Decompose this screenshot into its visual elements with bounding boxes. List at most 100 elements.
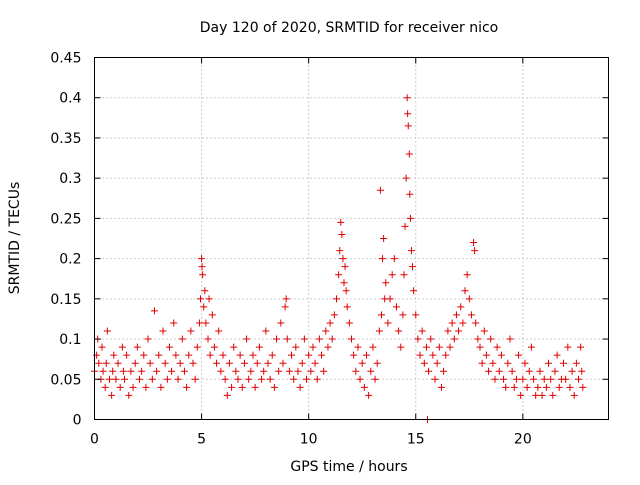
data-point	[300, 335, 308, 343]
data-point	[527, 343, 535, 351]
data-point	[123, 351, 131, 359]
data-point	[335, 271, 343, 279]
data-point	[446, 343, 454, 351]
y-tick-label: 0.05	[50, 372, 81, 388]
y-tick-label: 0.1	[59, 332, 81, 348]
data-point	[245, 375, 253, 383]
data-point	[570, 391, 578, 399]
y-tick-label: 0.3	[59, 171, 81, 187]
data-point	[336, 247, 344, 255]
data-point	[399, 311, 407, 319]
data-point	[127, 367, 135, 375]
y-tick-label: 0.45	[50, 51, 81, 67]
data-point	[180, 367, 188, 375]
data-point	[400, 271, 408, 279]
data-point	[264, 359, 272, 367]
data-point	[108, 391, 116, 399]
y-axis-label: SRMTID / TECUs	[7, 182, 23, 295]
plot-frame	[94, 57, 609, 420]
data-point	[352, 367, 360, 375]
data-point	[340, 279, 348, 287]
data-point	[328, 335, 336, 343]
data-point	[103, 327, 111, 335]
data-point	[337, 218, 345, 226]
data-point	[303, 375, 311, 383]
x-tick-label: 5	[197, 432, 206, 448]
data-point	[467, 311, 475, 319]
data-point	[577, 343, 585, 351]
data-point	[277, 319, 285, 327]
data-point	[135, 375, 143, 383]
data-point	[281, 303, 289, 311]
data-point	[390, 255, 398, 263]
data-point	[348, 335, 355, 343]
data-point	[288, 351, 296, 359]
data-point	[232, 367, 240, 375]
y-tick-label: 0.2	[59, 252, 81, 268]
data-point	[572, 359, 580, 367]
data-point	[416, 351, 424, 359]
data-point	[491, 375, 499, 383]
data-point	[172, 351, 180, 359]
data-point	[206, 351, 214, 359]
data-point	[200, 303, 208, 311]
data-point	[311, 359, 319, 367]
data-point	[414, 335, 422, 343]
data-point	[199, 271, 207, 279]
data-point	[354, 343, 362, 351]
data-point	[268, 351, 276, 359]
data-point	[500, 375, 508, 383]
data-point	[536, 367, 544, 375]
data-point	[471, 247, 479, 255]
data-point	[119, 367, 127, 375]
data-point	[99, 367, 107, 375]
data-point	[165, 343, 173, 351]
data-point	[482, 351, 490, 359]
data-point	[202, 319, 210, 327]
data-point	[362, 351, 370, 359]
data-point	[360, 383, 368, 391]
data-point	[341, 263, 349, 271]
data-point	[392, 303, 400, 311]
data-point	[283, 335, 291, 343]
data-point	[320, 367, 328, 375]
data-point	[575, 375, 583, 383]
data-point	[213, 359, 221, 367]
data-point	[566, 383, 574, 391]
data-point	[294, 367, 302, 375]
data-point	[386, 295, 394, 303]
data-point	[440, 367, 448, 375]
data-point	[508, 367, 516, 375]
data-point	[406, 190, 414, 198]
data-point	[251, 383, 259, 391]
data-point	[262, 327, 270, 335]
data-point	[116, 383, 124, 391]
x-tick-label: 0	[90, 432, 99, 448]
data-point	[155, 351, 163, 359]
data-point	[388, 271, 396, 279]
data-point	[324, 343, 332, 351]
data-point	[187, 327, 195, 335]
data-point	[433, 359, 441, 367]
data-point	[228, 383, 236, 391]
data-point	[247, 367, 255, 375]
data-point	[326, 319, 334, 327]
data-point	[407, 247, 415, 255]
data-point	[133, 343, 141, 351]
data-point	[495, 367, 503, 375]
data-point	[384, 319, 392, 327]
data-point	[409, 263, 417, 271]
x-axis-label: GPS time / hours	[290, 459, 407, 475]
data-point	[476, 343, 484, 351]
data-point	[437, 383, 445, 391]
data-point	[183, 383, 191, 391]
data-point	[538, 391, 546, 399]
grid-layer	[94, 57, 609, 420]
data-point	[427, 335, 435, 343]
data-point	[373, 359, 381, 367]
data-point	[356, 375, 364, 383]
data-point	[270, 383, 278, 391]
data-point	[215, 327, 223, 335]
data-point	[564, 343, 572, 351]
